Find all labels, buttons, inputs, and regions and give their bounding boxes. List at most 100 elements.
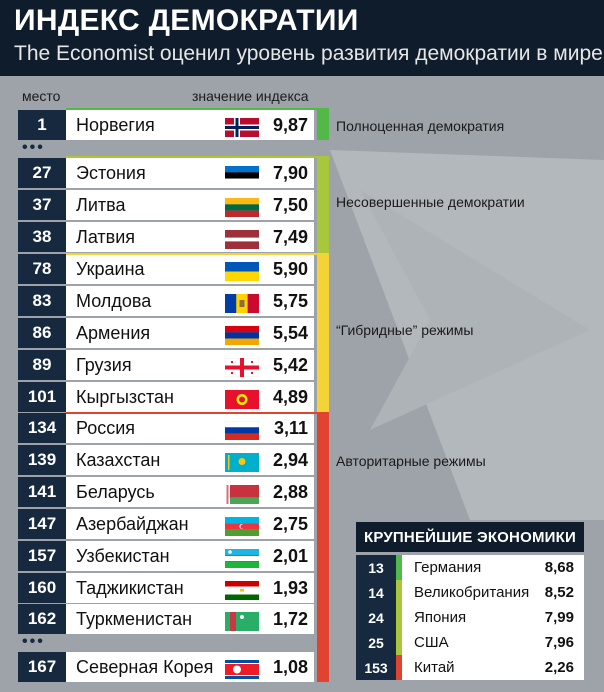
georgia-flag-icon: [225, 358, 259, 377]
ellipsis: •••: [22, 633, 45, 650]
economy-value: 8,68: [544, 559, 574, 576]
index-value: 5,54: [272, 322, 308, 343]
country-cell: Беларусь: [76, 481, 155, 502]
category-label: Авторитарные режимы: [336, 453, 486, 469]
kazakhstan-flag-icon: [225, 453, 259, 472]
rank-cell: 147: [18, 509, 66, 539]
category-label: “Гибридные” режимы: [336, 322, 474, 338]
flawed-democracy-bar: [317, 158, 329, 254]
category-marker: [396, 630, 402, 655]
hybrid-regime-line: [66, 253, 329, 255]
latvia-flag-icon: [225, 230, 259, 249]
index-value: 5,90: [272, 258, 308, 279]
country-cell: Азербайджан: [76, 513, 189, 534]
russia-flag-icon: [225, 421, 259, 440]
rank-cell: 162: [18, 604, 66, 634]
value-column-header: значение индекса: [192, 88, 309, 104]
index-value: 9,87: [272, 114, 308, 135]
largest-economies-title: КРУПНЕЙШИЕ ЭКОНОМИКИ: [356, 522, 584, 552]
country-cell: Россия: [76, 417, 136, 438]
table-row: 134 Россия 3,11: [18, 413, 314, 443]
index-value: 7,90: [272, 162, 308, 183]
tajikistan-flag-icon: [225, 581, 259, 600]
country-cell: Кыргызстан: [76, 386, 174, 407]
rank-cell: 89: [18, 350, 66, 380]
economy-value: 7,99: [544, 609, 574, 626]
hybrid-regime-bar: [317, 254, 329, 413]
table-row: 160 Таджикистан 1,93: [18, 573, 314, 603]
table-row: 38 Латвия 7,49: [18, 222, 314, 252]
rank-cell: 167: [18, 652, 66, 682]
economy-country: Китай: [414, 659, 455, 676]
table-row: 101 Кыргызстан 4,89: [18, 382, 314, 412]
full-democracy-line: [66, 108, 329, 110]
table-row: 141 Беларусь 2,88: [18, 477, 314, 507]
title-bar: ИНДЕКС ДЕМОКРАТИИ The Economist оценил у…: [0, 0, 604, 76]
rank-cell: 139: [18, 445, 66, 475]
country-cell: Норвегия: [76, 114, 155, 135]
rank-cell: 78: [18, 254, 66, 284]
economy-country: Япония: [414, 609, 467, 626]
table-row: 139 Казахстан 2,94: [18, 445, 314, 475]
table-row: 1 Норвегия 9,87: [18, 110, 314, 140]
economy-row: 24 Япония 7,99: [356, 605, 584, 630]
rank-cell: 160: [18, 573, 66, 603]
authoritarian-regime-bar: [317, 413, 329, 682]
table-row: 78 Украина 5,90: [18, 254, 314, 284]
country-cell: Таджикистан: [76, 577, 184, 598]
armenia-flag-icon: [225, 326, 259, 345]
ellipsis: •••: [22, 139, 45, 156]
rank-cell: 1: [18, 110, 66, 140]
north-korea-flag-icon: [225, 660, 259, 679]
economy-row: 13 Германия 8,68: [356, 555, 584, 580]
economy-row: 14 Великобритания 8,52: [356, 580, 584, 605]
rank-cell: 134: [18, 413, 66, 443]
country-cell: Латвия: [76, 226, 136, 247]
economy-country: Великобритания: [414, 584, 530, 601]
economy-rank: 14: [356, 580, 396, 605]
table-row: 157 Узбекистан 2,01: [18, 541, 314, 571]
table-row: 83 Молдова 5,75: [18, 286, 314, 316]
rank-cell: 157: [18, 541, 66, 571]
table-row: 27 Эстония 7,90: [18, 158, 314, 188]
country-cell: Молдова: [76, 290, 152, 311]
category-marker: [396, 580, 402, 605]
country-cell: Армения: [76, 322, 151, 343]
country-cell: Грузия: [76, 354, 132, 375]
estonia-flag-icon: [225, 166, 259, 185]
rank-cell: 37: [18, 190, 66, 220]
category-marker: [396, 605, 402, 630]
index-value: 4,89: [272, 386, 308, 407]
index-value: 2,94: [272, 449, 308, 470]
economy-row: 25 США 7,96: [356, 630, 584, 655]
flawed-democracy-line: [66, 156, 329, 158]
rank-cell: 38: [18, 222, 66, 252]
country-cell: Северная Корея: [76, 656, 214, 677]
category-label: Несовершенные демократии: [336, 194, 525, 210]
economy-row: 153 Китай 2,26: [356, 655, 584, 680]
index-value: 2,88: [272, 481, 308, 502]
turkmenistan-flag-icon: [225, 612, 259, 631]
economy-rank: 13: [356, 555, 396, 580]
index-value: 2,01: [272, 545, 308, 566]
authoritarian-regime-line: [66, 412, 329, 414]
index-value: 3,11: [273, 417, 308, 438]
table-row: 167 Северная Корея 1,08: [18, 652, 314, 682]
economy-country: Германия: [414, 559, 482, 576]
country-cell: Казахстан: [76, 449, 161, 470]
category-label: Полноценная демократия: [336, 118, 505, 134]
index-value: 2,75: [272, 513, 308, 534]
rank-cell: 101: [18, 382, 66, 412]
country-cell: Туркменистан: [76, 608, 193, 629]
economy-rank: 25: [356, 630, 396, 655]
category-marker: [396, 555, 402, 580]
index-value: 1,93: [272, 577, 308, 598]
index-value: 5,42: [272, 354, 308, 375]
moldova-flag-icon: [225, 294, 259, 313]
economy-value: 7,96: [544, 634, 574, 651]
table-row: 37 Литва 7,50: [18, 190, 314, 220]
uzbekistan-flag-icon: [225, 549, 259, 568]
norway-flag-icon: [225, 118, 259, 137]
country-cell: Узбекистан: [76, 545, 170, 566]
